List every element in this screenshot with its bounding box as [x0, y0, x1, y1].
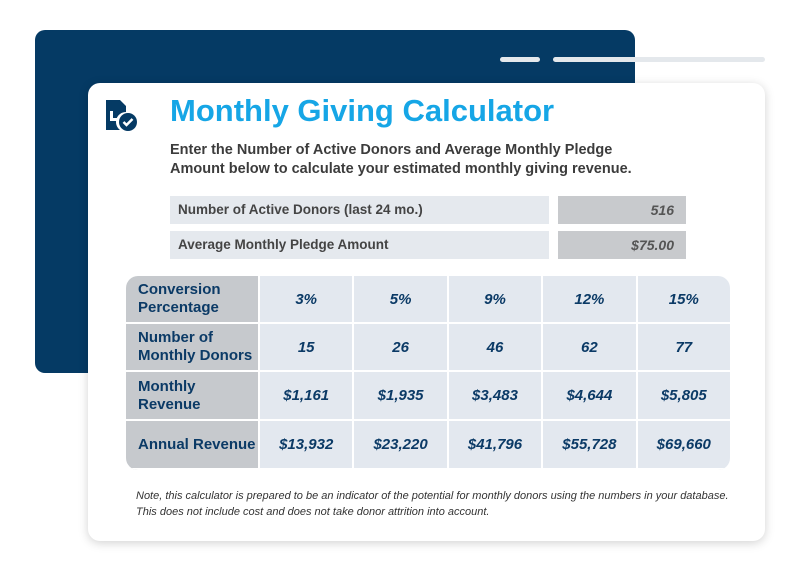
note: Note, this calculator is prepared to be …	[136, 490, 729, 518]
input-value[interactable]: $75.00	[558, 231, 686, 259]
table-cell: $1,161	[258, 372, 353, 421]
table-cell: 9%	[446, 276, 542, 324]
table-cell: 5%	[352, 276, 447, 324]
title: Monthly Giving Calculator	[170, 93, 555, 128]
input-label: Number of Active Donors (last 24 mo.)	[170, 196, 549, 224]
row-header: Monthly Revenue	[126, 372, 258, 421]
row-header: Annual Revenue	[126, 421, 258, 470]
input-label: Average Monthly Pledge Amount	[170, 231, 549, 259]
table-cell: 26	[352, 324, 447, 372]
decor-bar	[553, 57, 765, 62]
table-cell: $13,932	[258, 421, 353, 470]
table-cell: $3,483	[446, 372, 542, 421]
table-cell: $5,805	[635, 372, 730, 421]
table-cell: $23,220	[352, 421, 447, 470]
row-header: Conversion Percentage	[126, 276, 258, 324]
table-cell: $1,935	[352, 372, 447, 421]
table-cell: 77	[635, 324, 730, 372]
table-cell: 3%	[258, 276, 353, 324]
table-cell: 15	[258, 324, 353, 372]
decor-bar	[500, 57, 540, 62]
table-cell: 15%	[635, 276, 730, 324]
table-cell: 62	[541, 324, 636, 372]
calculator-icon	[106, 100, 137, 131]
table-cell: $55,728	[541, 421, 636, 470]
row-header: Number of Monthly Donors	[126, 324, 258, 372]
table-cell: $69,660	[635, 421, 730, 470]
table-cell: $41,796	[446, 421, 542, 470]
results-table: Conversion Percentage 3% 5% 9% 12% 15% Number …	[126, 276, 730, 470]
table-cell: 46	[446, 324, 542, 372]
description: Enter the Number of Active Donors and Av…	[170, 142, 632, 177]
input-value[interactable]: 516	[558, 196, 686, 224]
table-cell: $4,644	[541, 372, 636, 421]
table-cell: 12%	[541, 276, 636, 324]
